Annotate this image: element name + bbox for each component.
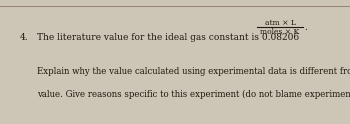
Text: .: . (304, 23, 307, 32)
Text: moles × K: moles × K (260, 28, 300, 36)
Text: The literature value for the ideal gas constant is 0.08206: The literature value for the ideal gas c… (37, 33, 299, 42)
Text: 4.: 4. (19, 33, 28, 42)
Text: Explain why the value calculated using experimental data is different from the l: Explain why the value calculated using e… (37, 67, 350, 76)
Text: atm × L: atm × L (265, 19, 295, 27)
Text: value. Give reasons specific to this experiment (do not blame experimental or hu: value. Give reasons specific to this exp… (37, 90, 350, 99)
